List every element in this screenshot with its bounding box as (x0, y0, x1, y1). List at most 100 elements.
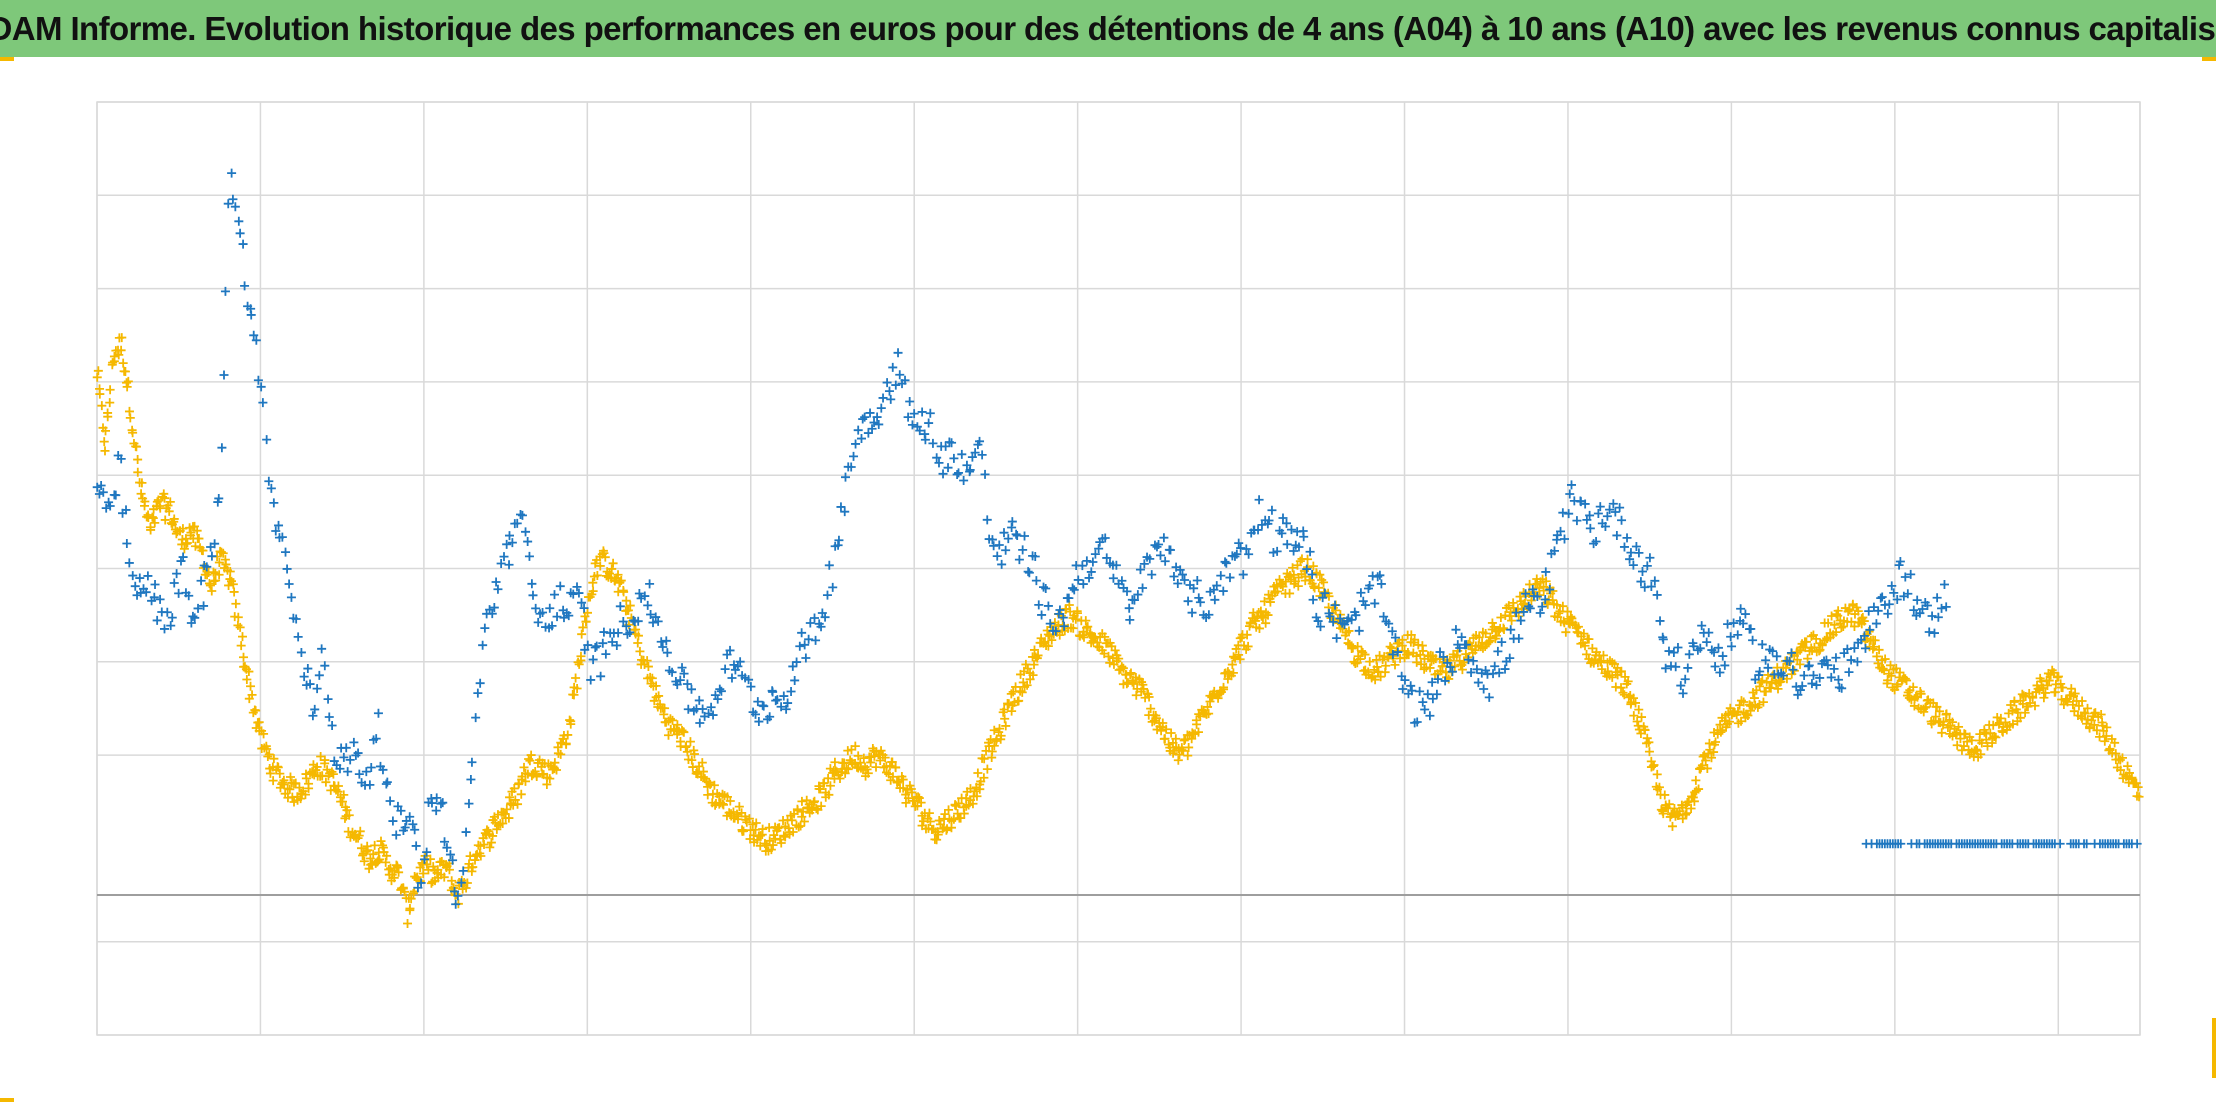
data-point (1445, 662, 1455, 672)
data-point (1836, 623, 1846, 633)
data-point (1942, 709, 1952, 719)
data-point (1811, 680, 1821, 690)
data-point (406, 894, 416, 904)
data-point (1064, 593, 1074, 603)
data-point (1988, 720, 1998, 730)
data-point (1927, 611, 1937, 621)
data-point (1194, 593, 1204, 603)
data-point (105, 398, 115, 408)
data-point (811, 635, 821, 645)
data-point (1278, 582, 1288, 592)
data-point (1406, 681, 1416, 691)
data-point (229, 587, 239, 597)
data-point (1375, 570, 1385, 580)
data-point (820, 612, 830, 622)
data-point (382, 777, 392, 787)
data-point (1883, 609, 1893, 619)
data-point (1068, 623, 1078, 633)
data-point (2015, 713, 2025, 723)
data-point (1971, 745, 1981, 755)
data-point (418, 868, 428, 878)
data-point (178, 552, 188, 562)
data-point (989, 741, 999, 751)
data-point (448, 855, 458, 865)
data-point (1466, 667, 1476, 677)
data-point (578, 622, 588, 632)
data-point (977, 450, 987, 460)
data-point (982, 515, 992, 525)
data-point (1412, 717, 1422, 727)
data-point (1806, 631, 1816, 641)
data-point (393, 863, 403, 873)
data-point (954, 468, 964, 478)
data-point (734, 802, 744, 812)
data-point (1628, 560, 1638, 570)
data-point (1652, 769, 1662, 779)
data-point (1655, 616, 1665, 626)
data-point (1385, 642, 1395, 652)
data-point (1631, 542, 1641, 552)
data-point (571, 673, 581, 683)
data-point (1877, 592, 1887, 602)
data-point (1528, 584, 1538, 594)
data-point (1069, 585, 1079, 595)
data-point (1763, 663, 1773, 673)
data-point (1829, 664, 1839, 674)
data-point (1387, 643, 1397, 653)
data-point (373, 856, 383, 866)
data-point (572, 683, 582, 693)
data-point (432, 793, 442, 803)
data-point (1739, 697, 1749, 707)
data-point (1879, 665, 1889, 675)
data-point (1689, 641, 1699, 651)
data-point (491, 577, 501, 587)
data-point (1584, 634, 1594, 644)
data-point (308, 711, 318, 721)
data-point (681, 741, 691, 751)
data-point (207, 551, 217, 561)
data-point (166, 621, 176, 631)
data-point (167, 613, 177, 623)
data-point (898, 783, 908, 793)
data-point (1267, 505, 1277, 515)
data-point (281, 547, 291, 557)
data-point (251, 706, 261, 716)
corner-mark-top-left (0, 57, 14, 61)
data-point (1432, 689, 1442, 699)
data-point (466, 774, 476, 784)
data-point (625, 627, 635, 637)
data-point (1195, 597, 1205, 607)
data-point (1309, 581, 1319, 591)
data-point (1234, 538, 1244, 548)
data-point (121, 505, 131, 515)
data-point (683, 704, 693, 714)
data-point (856, 434, 866, 444)
data-point (2080, 709, 2090, 719)
data-point (1320, 588, 1330, 598)
data-point (1360, 650, 1370, 660)
data-point (616, 576, 626, 586)
data-point (1697, 760, 1707, 770)
data-point (1649, 760, 1659, 770)
data-point (419, 854, 429, 864)
data-point (1463, 655, 1473, 665)
data-point (1108, 573, 1118, 583)
data-point (715, 684, 725, 694)
data-point (1423, 689, 1433, 699)
data-point (1872, 651, 1882, 661)
data-point (1667, 821, 1677, 831)
data-point (1139, 684, 1149, 694)
data-point (108, 358, 118, 368)
data-point (1593, 509, 1603, 519)
data-point (924, 808, 934, 818)
data-point (895, 370, 905, 380)
data-point (337, 797, 347, 807)
data-point (2085, 723, 2095, 733)
data-point (155, 594, 165, 604)
data-point (1398, 684, 1408, 694)
data-point (1122, 586, 1132, 596)
data-point (1360, 600, 1370, 610)
data-point (249, 330, 259, 340)
data-point (160, 515, 170, 525)
data-point (1811, 634, 1821, 644)
